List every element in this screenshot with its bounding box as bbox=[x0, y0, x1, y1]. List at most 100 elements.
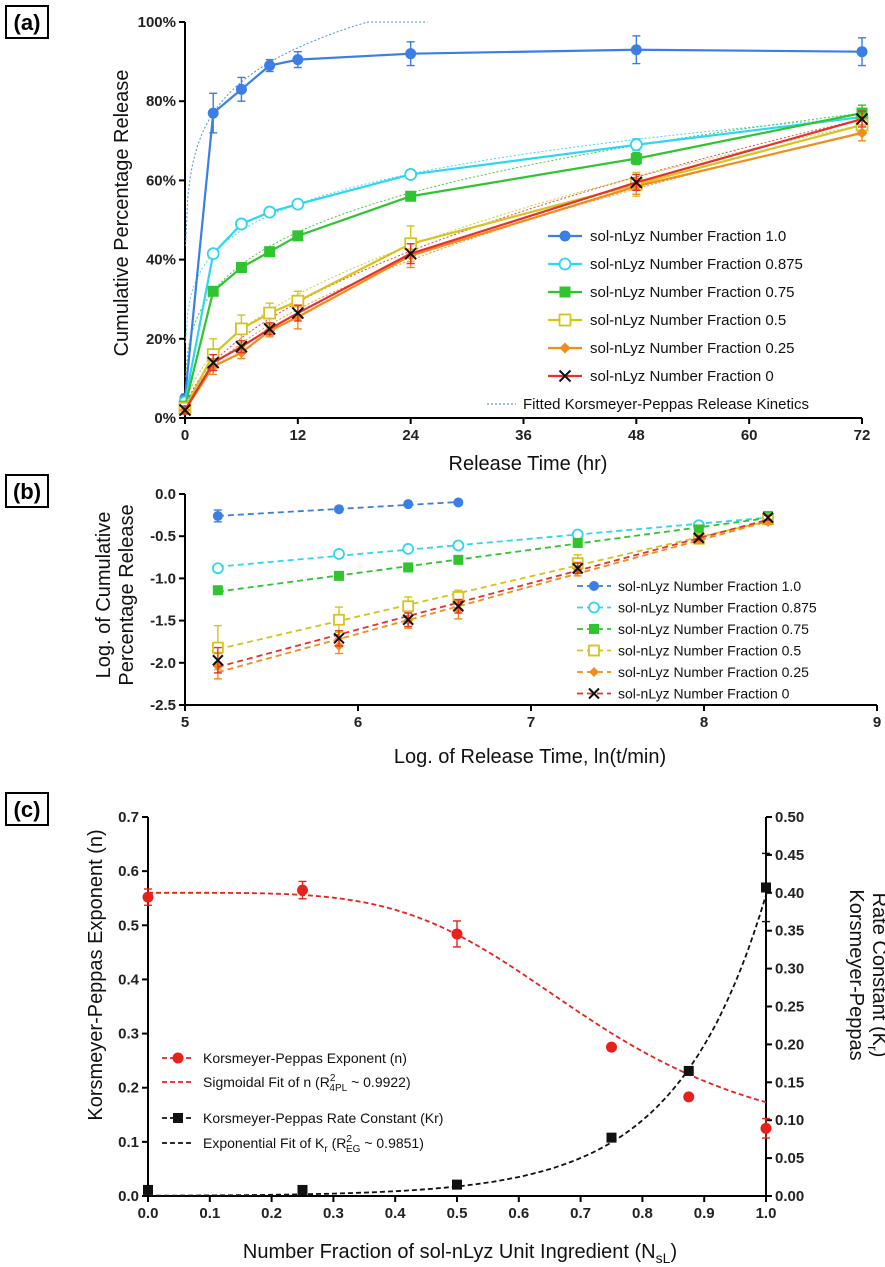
panel-b-data-point bbox=[402, 542, 415, 555]
panel-c-xtick-label: 0.8 bbox=[632, 1205, 653, 1222]
panel-c-n-series bbox=[142, 880, 772, 1139]
panel-c-ytick-left-label: 0.1 bbox=[118, 1134, 139, 1151]
panel-label-a: (a) bbox=[5, 5, 49, 39]
panel-b-fit-line bbox=[217, 520, 769, 674]
panel-b-legend-label: sol-nLyz Number Fraction 0.5 bbox=[618, 643, 801, 659]
panel-c-n-point bbox=[297, 884, 308, 896]
panel-label-c: (c) bbox=[5, 792, 49, 826]
panel-b-ylabel-line2: Percentage Release bbox=[116, 504, 138, 685]
panel-a-legend-label: sol-nLyz Number Fraction 0.875 bbox=[590, 256, 803, 273]
panel-c-ytick-left-label: 0.6 bbox=[118, 863, 139, 880]
panel-b-ytick-label: -0.5 bbox=[150, 528, 176, 545]
panel-label-c-text: (c) bbox=[14, 797, 41, 822]
panel-a-legend-label: sol-nLyz Number Fraction 0.5 bbox=[590, 312, 786, 329]
panel-b-legend-label: sol-nLyz Number Fraction 0.875 bbox=[618, 600, 817, 616]
panel-b-xlabel: Log. of Release Time, ln(t/min) bbox=[394, 746, 666, 768]
panel-c-legend-n-label: Korsmeyer-Peppas Exponent (n) bbox=[203, 1050, 407, 1066]
panel-b-xtick-label: 9 bbox=[873, 714, 881, 731]
panel-c-legend-k-label: Korsmeyer-Peppas Rate Constant (Kr) bbox=[203, 1110, 443, 1126]
panel-b-data-point bbox=[212, 510, 223, 521]
panel-b-chart: -2.5 -2.0 -1.5 -1.0 -0.5 0.0 5 6 7 8 9 sol-nLyz Num… bbox=[150, 486, 881, 731]
panel-b-series bbox=[212, 511, 774, 674]
panel-b-data-point bbox=[402, 614, 414, 626]
panel-a-series-line bbox=[183, 115, 863, 403]
panel-a-data-point bbox=[178, 403, 192, 417]
panel-c-ytick-right-label: 0.35 bbox=[775, 923, 804, 940]
panel-a-data-point bbox=[206, 247, 220, 261]
panel-a-data-point bbox=[207, 107, 219, 119]
panel-c-ytick-right-label: 0.40 bbox=[775, 885, 804, 902]
panel-a-data-point bbox=[264, 246, 276, 258]
panel-a-legend-marker bbox=[559, 342, 571, 354]
panel-label-b: (b) bbox=[5, 474, 49, 508]
panel-c-k-point bbox=[143, 1184, 153, 1195]
panel-c-n-point bbox=[451, 928, 463, 940]
panel-a-legend-marker bbox=[559, 230, 571, 242]
panel-b-xtick-label: 6 bbox=[354, 714, 362, 731]
panel-a-xlabel: Release Time (hr) bbox=[449, 453, 608, 475]
panel-c-ytick-right-label: 0.05 bbox=[775, 1150, 804, 1167]
panel-b-data-point bbox=[212, 585, 223, 596]
panel-b-fit-line bbox=[217, 518, 769, 668]
panel-b-series bbox=[212, 497, 464, 523]
panel-b-series bbox=[212, 510, 774, 596]
panel-b-data-point bbox=[333, 548, 345, 560]
panel-b-data-point bbox=[333, 632, 345, 645]
panel-label-b-text: (b) bbox=[13, 479, 41, 504]
panel-c-chart: 0.0 0.1 0.2 0.3 0.4 0.5 0.6 0.7 0.00 0.05 0.10 0.15… bbox=[118, 809, 804, 1222]
panel-a-data-point bbox=[291, 306, 305, 320]
panel-b-data-point bbox=[572, 562, 584, 574]
panel-c-ytick-left-label: 0.0 bbox=[118, 1188, 139, 1205]
panel-a-legend-label: sol-nLyz Number Fraction 1.0 bbox=[590, 228, 786, 245]
panel-b-ylabel-line1: Log. of Cumulative bbox=[93, 512, 115, 679]
panel-a-data-point bbox=[855, 112, 869, 126]
panel-a-xtick-label: 12 bbox=[289, 427, 306, 444]
panel-a-data-point bbox=[629, 138, 643, 152]
panel-c-ylabel-left: Korsmeyer-Peppas Exponent (n) bbox=[85, 829, 107, 1120]
panel-a-data-point bbox=[235, 217, 248, 231]
panel-b-data-point bbox=[403, 562, 414, 573]
panel-a-data-point bbox=[235, 262, 247, 274]
panel-b-xtick-label: 8 bbox=[700, 714, 708, 731]
panel-c-xtick-label: 0.1 bbox=[199, 1205, 220, 1222]
panel-a-data-point bbox=[263, 322, 276, 336]
panel-c-xtick-label: 0.7 bbox=[570, 1205, 591, 1222]
panel-b-legend: sol-nLyz Number Fraction 1.0 sol-nLyz Num… bbox=[577, 578, 817, 702]
panel-c-xtick-label: 0.2 bbox=[261, 1205, 282, 1222]
panel-a-legend-marker bbox=[558, 369, 572, 383]
panel-a-data-point bbox=[263, 306, 277, 320]
panel-c-ytick-left-label: 0.2 bbox=[118, 1080, 139, 1097]
panel-a-data-point bbox=[235, 340, 248, 353]
panel-b-data-point bbox=[452, 539, 465, 552]
panel-c-xtick-label: 0.3 bbox=[323, 1205, 344, 1222]
panel-a-data-point bbox=[291, 197, 305, 211]
panel-b-data-point bbox=[212, 654, 224, 666]
panel-a-data-point bbox=[207, 285, 219, 297]
panel-c-legend: Korsmeyer-Peppas Exponent (n) Sigmoidal F… bbox=[162, 1050, 443, 1155]
panel-b-legend-label: sol-nLyz Number Fraction 1.0 bbox=[618, 578, 801, 594]
panel-b-legend-marker bbox=[589, 581, 599, 591]
panel-c-ytick-right-label: 0.15 bbox=[775, 1074, 804, 1091]
panel-b-fit-line bbox=[217, 516, 769, 568]
panel-b-data-point bbox=[333, 613, 345, 626]
panel-a-legend: sol-nLyz Number Fraction 1.0 sol-nLyz Num… bbox=[487, 228, 809, 413]
panel-a-data-point bbox=[856, 127, 868, 139]
panel-a-data-point bbox=[405, 190, 417, 202]
panel-a-ytick-label: 100% bbox=[138, 14, 176, 31]
panel-c-xtick-label: 0.0 bbox=[138, 1205, 159, 1222]
panel-b-ytick-label: -2.0 bbox=[150, 655, 176, 672]
panel-c-ytick-right-label: 0.25 bbox=[775, 999, 804, 1016]
panel-b-legend-label: sol-nLyz Number Fraction 0 bbox=[618, 686, 790, 702]
panel-a-fit-curve bbox=[185, 116, 861, 343]
panel-c-xtick-label: 0.9 bbox=[694, 1205, 715, 1222]
panel-a-xtick-label: 0 bbox=[181, 427, 189, 444]
panel-b-fit-line bbox=[217, 520, 769, 651]
panel-a-chart: 0% 20% 40% 60% 80% 100% 0 12 24 36 48 60 72 sol-nLyz … bbox=[138, 14, 871, 444]
panel-b-xtick-label: 5 bbox=[181, 714, 189, 731]
panel-a-legend-fit-label: Fitted Korsmeyer-Peppas Release Kinetics bbox=[523, 396, 809, 413]
panel-a-data-point bbox=[292, 230, 304, 242]
panel-a-series-line bbox=[184, 131, 863, 411]
panel-a-legend-label: sol-nLyz Number Fraction 0.25 bbox=[590, 340, 795, 357]
panel-a-legend-label: sol-nLyz Number Fraction 0.75 bbox=[590, 284, 795, 301]
panel-c-xtick-label: 0.4 bbox=[385, 1205, 407, 1222]
